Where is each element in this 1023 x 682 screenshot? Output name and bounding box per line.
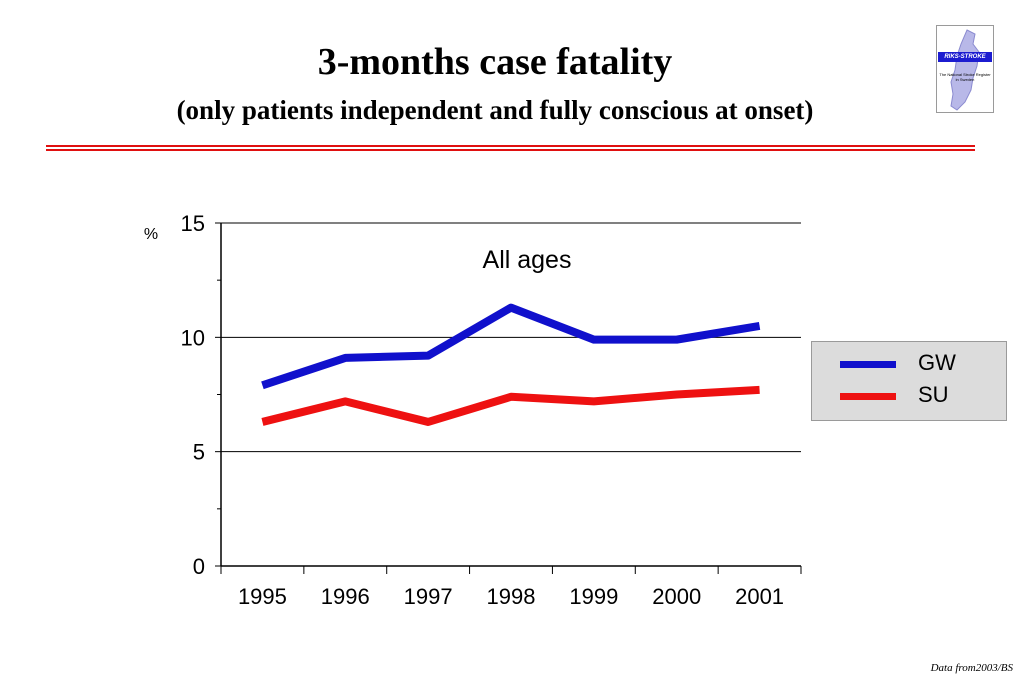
title-rule-bottom [46, 149, 975, 151]
riks-stroke-logo: RIKS-STROKE The National Stroke Register… [936, 25, 994, 113]
y-tick-label: 0 [193, 554, 205, 579]
y-tick-label: 5 [193, 440, 205, 465]
x-tick-label-1997: 1997 [404, 584, 453, 609]
sweden-map-icon [950, 29, 980, 111]
data-source-note: Data from2003/BS [930, 662, 1013, 674]
legend-swatch-gw [840, 361, 896, 368]
y-tick-label: 15 [181, 211, 205, 236]
legend-item-su: SU [812, 380, 1008, 410]
y-tick-label: 10 [181, 325, 205, 350]
x-tick-label-2000: 2000 [652, 584, 701, 609]
slide-title: 3-months case fatality [317, 41, 673, 83]
logo-title: RIKS-STROKE [938, 52, 992, 62]
x-tick-label-1998: 1998 [487, 584, 536, 609]
chart-title: All ages [483, 246, 572, 274]
x-tick-label-1995: 1995 [238, 584, 287, 609]
y-axis-label: % [144, 226, 158, 243]
legend-label-gw: GW [918, 350, 956, 375]
slide-subtitle: (only patients independent and fully con… [176, 95, 814, 125]
series-line-gw [261, 303, 761, 390]
legend-label-su: SU [918, 382, 949, 407]
legend-item-gw: GW [812, 348, 1008, 378]
chart-legend: GW SU [811, 341, 1007, 421]
x-tick-label-2001: 2001 [735, 584, 784, 609]
series-line-su [261, 385, 760, 426]
x-tick-label-1999: 1999 [569, 584, 618, 609]
x-tick-label-1996: 1996 [321, 584, 370, 609]
title-rule-top [46, 145, 975, 147]
logo-subtitle: The National Stroke Register in Sweden [939, 72, 991, 82]
legend-swatch-su [840, 393, 896, 400]
